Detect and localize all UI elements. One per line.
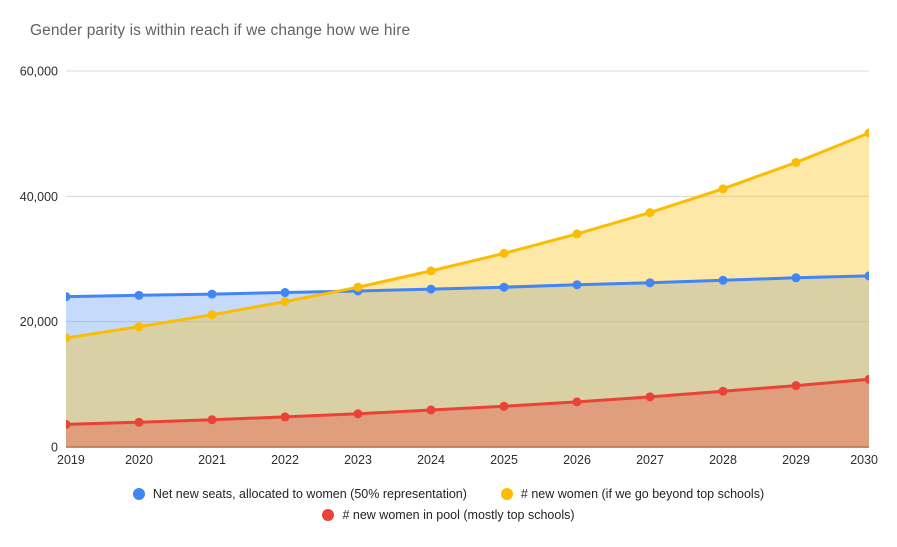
data-point[interactable] <box>207 415 217 425</box>
line-series-1 <box>66 131 869 340</box>
data-point[interactable] <box>134 417 144 427</box>
legend-item: # new women in pool (mostly top schools) <box>322 505 575 524</box>
x-tick-label: 2025 <box>490 453 518 467</box>
data-point[interactable] <box>353 282 363 292</box>
data-point[interactable] <box>207 310 217 320</box>
legend-item: Net new seats, allocated to women (50% r… <box>132 484 467 503</box>
data-point[interactable] <box>134 322 144 332</box>
x-tick-label: 2019 <box>57 453 85 467</box>
data-point[interactable] <box>864 128 874 138</box>
data-point[interactable] <box>280 412 290 422</box>
legend-swatch-icon <box>500 487 513 500</box>
data-point[interactable] <box>718 275 728 285</box>
x-tick-label: 2021 <box>198 453 226 467</box>
y-tick-label: 60,000 <box>20 65 58 79</box>
x-tick-label: 2027 <box>636 453 664 467</box>
data-point[interactable] <box>353 409 363 419</box>
legend-swatch-icon <box>322 508 335 521</box>
line-series-2 <box>66 377 869 426</box>
data-point[interactable] <box>572 229 582 239</box>
x-tick-label: 2028 <box>709 453 737 467</box>
x-tick-label: 2020 <box>125 453 153 467</box>
data-point[interactable] <box>864 374 874 384</box>
data-point[interactable] <box>62 333 71 343</box>
x-tick-label: 2029 <box>782 453 810 467</box>
data-point[interactable] <box>718 184 728 194</box>
x-tick-label: 2023 <box>344 453 372 467</box>
data-point[interactable] <box>499 248 509 258</box>
data-point[interactable] <box>718 386 728 396</box>
data-point[interactable] <box>426 405 436 415</box>
data-point[interactable] <box>572 397 582 407</box>
y-tick-label: 0 <box>51 441 58 455</box>
x-tick-label: 2022 <box>271 453 299 467</box>
chart-title: Gender parity is within reach if we chan… <box>30 22 411 39</box>
area-fill-series-0 <box>66 275 869 447</box>
line-series-0 <box>66 274 869 299</box>
legend-label: # new women in pool (mostly top schools) <box>342 507 575 522</box>
y-tick-label: 40,000 <box>20 190 58 204</box>
data-point[interactable] <box>62 419 71 429</box>
data-point[interactable] <box>645 392 655 402</box>
data-point[interactable] <box>791 157 801 167</box>
data-point[interactable] <box>864 271 874 281</box>
data-point[interactable] <box>645 278 655 288</box>
chart-legend: Net new seats, allocated to women (50% r… <box>69 484 829 524</box>
data-point[interactable] <box>572 280 582 290</box>
data-point[interactable] <box>499 282 509 292</box>
x-tick-label: 2024 <box>417 453 445 467</box>
data-point[interactable] <box>499 401 509 411</box>
data-point[interactable] <box>791 273 801 283</box>
legend-swatch-icon <box>132 487 145 500</box>
data-point[interactable] <box>645 208 655 218</box>
data-point[interactable] <box>426 284 436 294</box>
legend-label: Net new seats, allocated to women (50% r… <box>152 486 467 501</box>
data-point[interactable] <box>207 289 217 299</box>
data-point[interactable] <box>134 290 144 300</box>
data-point[interactable] <box>62 292 71 302</box>
data-point[interactable] <box>791 381 801 391</box>
y-tick-label: 20,000 <box>20 315 58 329</box>
data-point[interactable] <box>280 288 290 298</box>
x-tick-label: 2030 <box>850 453 878 467</box>
legend-item: # new women (if we go beyond top schools… <box>500 484 765 503</box>
x-tick-label: 2026 <box>563 453 591 467</box>
data-point[interactable] <box>280 297 290 307</box>
data-point[interactable] <box>426 266 436 276</box>
legend-label: # new women (if we go beyond top schools… <box>520 486 765 501</box>
area-fill-series-1 <box>66 133 869 447</box>
